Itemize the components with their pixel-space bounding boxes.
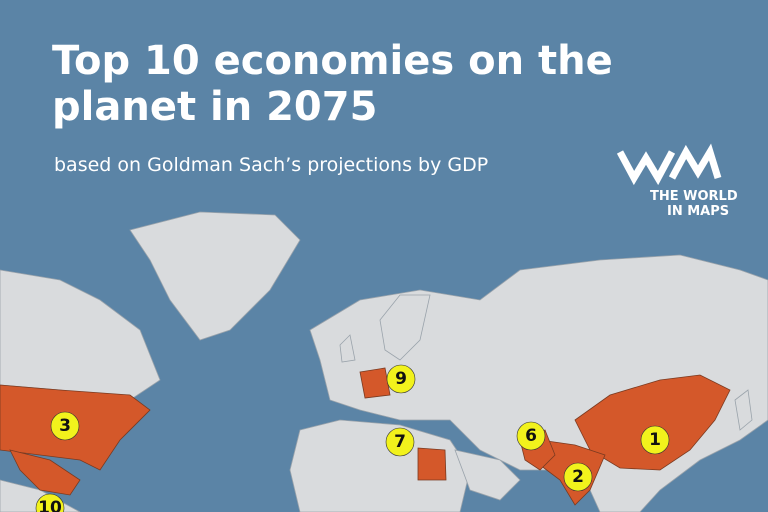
title: Top 10 economies on the planet in 2075 (52, 38, 613, 130)
logo-w (616, 150, 676, 186)
marker-circle (35, 493, 65, 512)
logo-line-2: IN MAPS (667, 204, 729, 219)
subtitle: based on Goldman Sach’s projections by G… (54, 154, 489, 176)
uk (339, 334, 356, 363)
marker-circle (386, 364, 416, 394)
egypt (417, 447, 447, 481)
logo: THE WORLD IN MAPS (616, 143, 738, 219)
marker-circle (640, 425, 670, 455)
marker-label: 1 (649, 430, 661, 450)
greenland (129, 211, 301, 341)
marker-label: 2 (572, 467, 584, 487)
scandinavia (379, 294, 431, 361)
marker-circle (50, 411, 80, 441)
logo-m (668, 143, 722, 180)
marker-circle (385, 427, 415, 457)
marker-circle (563, 462, 593, 492)
marker-label: 7 (394, 432, 406, 452)
marker-label: 6 (525, 426, 537, 446)
china (574, 374, 731, 471)
marker-circle (516, 421, 546, 451)
logo-line-1: THE WORLD (650, 189, 738, 204)
marker-label: 10 (38, 498, 62, 512)
rank-markers: 1 2 3 6 7 9 10 (35, 364, 670, 512)
marker-label: 9 (395, 369, 407, 389)
marker-label: 3 (59, 416, 71, 436)
arabia (454, 449, 521, 501)
japan (734, 389, 753, 431)
canada (0, 269, 161, 401)
landmasses (0, 211, 768, 512)
mexico (9, 449, 81, 496)
germany (359, 367, 391, 399)
